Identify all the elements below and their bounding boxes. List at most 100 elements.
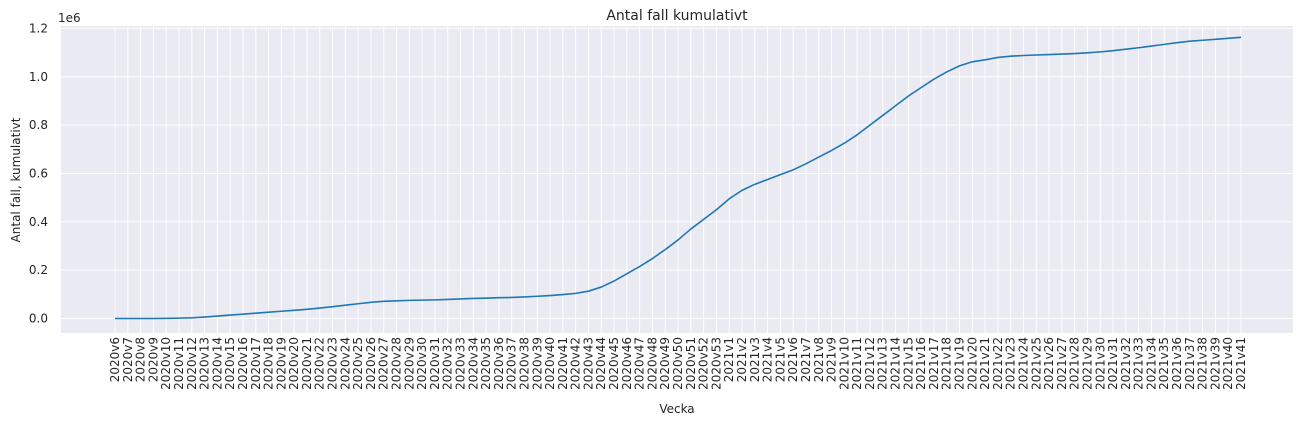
x-tick-label: 2021v11 [850, 337, 864, 390]
x-tick-label: 2020v50 [671, 337, 685, 390]
x-gridlines [114, 26, 1242, 333]
x-tick-label: 2020v27 [377, 337, 391, 390]
x-tick-label: 2021v14 [889, 337, 903, 390]
x-tick-labels: 2020v62020v72020v82020v92020v102020v1120… [108, 337, 1248, 390]
x-tick-label: 2021v12 [863, 337, 877, 390]
x-tick-label: 2020v6 [108, 337, 122, 382]
x-tick-label: 2020v30 [415, 337, 429, 390]
x-tick-label: 2020v19 [274, 337, 288, 390]
x-tick-label: 2020v17 [249, 337, 263, 390]
x-tick-label: 2021v31 [1106, 337, 1120, 390]
y-tick-label: 0.4 [29, 215, 48, 229]
x-tick-label: 2021v17 [927, 337, 941, 390]
x-tick-label: 2020v8 [134, 337, 148, 382]
x-tick-label: 2021v20 [965, 337, 979, 390]
x-tick-label: 2020v25 [351, 337, 365, 390]
y-tick-label: 0.2 [29, 263, 48, 277]
x-tick-label: 2020v29 [402, 337, 416, 390]
x-tick-label: 2021v2 [735, 337, 749, 382]
x-tick-label: 2020v26 [364, 337, 378, 390]
x-tick-label: 2020v44 [594, 337, 608, 390]
x-tick-label: 2020v41 [556, 337, 570, 390]
x-tick-label: 2020v48 [645, 337, 659, 390]
x-tick-label: 2020v53 [709, 337, 723, 390]
x-tick-label: 2020v20 [287, 337, 301, 390]
y-tick-label: 1.0 [29, 70, 48, 84]
x-tick-label: 2021v41 [1234, 337, 1248, 390]
x-axis-label: Vecka [659, 402, 694, 416]
x-tick-label: 2021v15 [901, 337, 915, 390]
x-tick-label: 2021v23 [1004, 337, 1018, 390]
x-tick-label: 2021v25 [1029, 337, 1043, 390]
x-tick-label: 2020v49 [658, 337, 672, 390]
x-tick-label: 2020v22 [313, 337, 327, 390]
x-tick-label: 2021v32 [1119, 337, 1133, 390]
x-tick-label: 2021v10 [837, 337, 851, 390]
x-tick-label: 2021v5 [773, 337, 787, 382]
x-tick-label: 2020v15 [223, 337, 237, 390]
x-tick-label: 2021v40 [1221, 337, 1235, 390]
x-tick-label: 2021v29 [1080, 337, 1094, 390]
x-tick-label: 2020v12 [185, 337, 199, 390]
x-tick-label: 2020v37 [505, 337, 519, 390]
x-tick-label: 2020v46 [620, 337, 634, 390]
y-gridlines [61, 27, 1293, 319]
x-tick-label: 2021v37 [1183, 337, 1197, 390]
x-tick-label: 2020v51 [684, 337, 698, 390]
plot-background [61, 26, 1293, 333]
x-tick-label: 2021v35 [1157, 337, 1171, 390]
x-tick-label: 2020v11 [172, 337, 186, 390]
x-tick-label: 2021v4 [761, 337, 775, 382]
x-tick-label: 2020v52 [697, 337, 711, 390]
x-tick-label: 2021v34 [1144, 337, 1158, 390]
x-tick-label: 2020v40 [543, 337, 557, 390]
x-tick-label: 2021v1 [722, 337, 736, 382]
x-tick-label: 2020v7 [121, 337, 135, 382]
x-tick-label: 2020v36 [492, 337, 506, 390]
y-axis-label: Antal fall, kumulativt [9, 117, 23, 242]
x-tick-label: 2020v24 [338, 337, 352, 390]
x-tick-label: 2020v9 [146, 337, 160, 382]
x-tick-label: 2020v23 [326, 337, 340, 390]
x-tick-label: 2020v13 [198, 337, 212, 390]
x-tick-label: 2021v38 [1196, 337, 1210, 390]
x-tick-label: 2020v33 [453, 337, 467, 390]
x-tick-label: 2021v39 [1208, 337, 1222, 390]
x-tick-label: 2021v26 [1042, 337, 1056, 390]
x-tick-label: 2020v35 [479, 337, 493, 390]
x-tick-label: 2020v34 [466, 337, 480, 390]
x-tick-label: 2021v16 [914, 337, 928, 390]
y-tick-label: 0.8 [29, 118, 48, 132]
x-tick-label: 2020v14 [210, 337, 224, 390]
x-tick-label: 2021v30 [1093, 337, 1107, 390]
y-tick-labels: 0.0 0.2 0.4 0.6 0.8 1.0 1.2 [29, 21, 48, 325]
x-tick-label: 2021v19 [953, 337, 967, 390]
x-tick-label: 2021v8 [812, 337, 826, 382]
x-tick-label: 2020v45 [607, 337, 621, 390]
x-tick-label: 2021v13 [876, 337, 890, 390]
x-tick-label: 2021v27 [1055, 337, 1069, 390]
x-tick-label: 2021v18 [940, 337, 954, 390]
x-tick-label: 2021v7 [799, 337, 813, 382]
x-tick-label: 2021v6 [786, 337, 800, 382]
y-tick-label: 1.2 [29, 21, 48, 35]
x-tick-label: 2020v38 [517, 337, 531, 390]
x-tick-label: 2021v36 [1170, 337, 1184, 390]
x-tick-label: 2021v28 [1068, 337, 1082, 390]
x-tick-label: 2020v10 [159, 337, 173, 390]
chart-title: Antal fall kumulativt [606, 8, 748, 24]
x-tick-label: 2021v21 [978, 337, 992, 390]
y-tick-label: 0.6 [29, 166, 48, 180]
x-tick-label: 2021v9 [825, 337, 839, 382]
x-tick-label: 2020v42 [569, 337, 583, 390]
x-tick-label: 2020v32 [441, 337, 455, 390]
x-tick-label: 2021v3 [748, 337, 762, 382]
x-tick-label: 2020v16 [236, 337, 250, 390]
series-line [115, 36, 1242, 320]
x-tick-label: 2020v18 [262, 337, 276, 390]
x-tick-label: 2020v28 [390, 337, 404, 390]
x-tick-label: 2020v21 [300, 337, 314, 390]
x-tick-label: 2021v33 [1132, 337, 1146, 390]
x-tick-label: 2020v39 [530, 337, 544, 390]
